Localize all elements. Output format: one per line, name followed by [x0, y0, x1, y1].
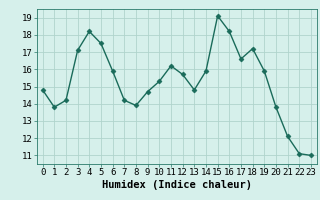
X-axis label: Humidex (Indice chaleur): Humidex (Indice chaleur): [102, 180, 252, 190]
